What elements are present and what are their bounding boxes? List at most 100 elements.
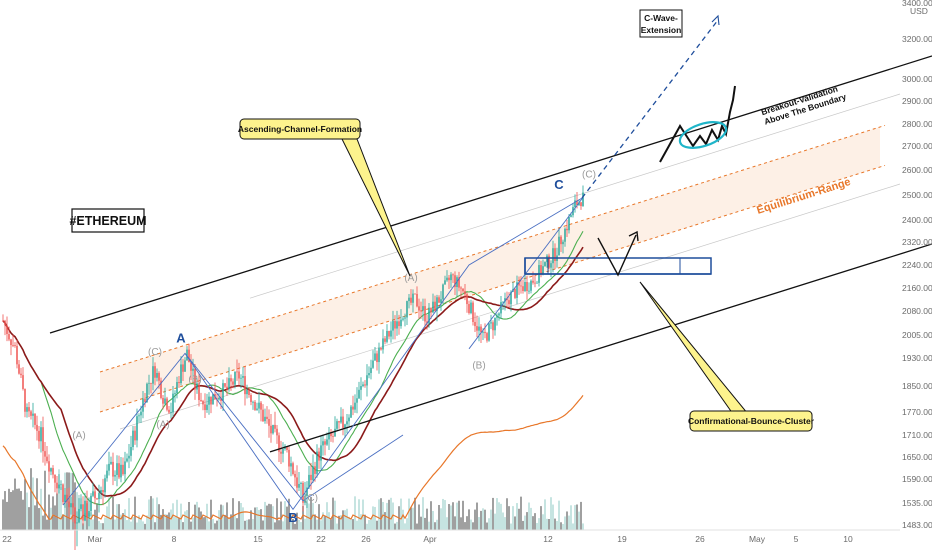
candle-body xyxy=(288,449,290,467)
volume-bar xyxy=(494,513,496,530)
volume-bar xyxy=(554,518,556,530)
candle-body xyxy=(420,310,422,312)
candle-body xyxy=(204,404,206,411)
volume-bar xyxy=(20,491,22,530)
volume-bar xyxy=(222,505,224,530)
ascending-channel-label: Ascending-Channel-Formation xyxy=(238,124,362,134)
volume-bar xyxy=(216,520,218,530)
candle-body xyxy=(228,378,230,390)
volume-bar xyxy=(336,523,338,530)
candle-body xyxy=(86,500,88,517)
volume-bar xyxy=(74,482,76,530)
candle-body xyxy=(224,383,226,387)
volume-bar xyxy=(436,519,438,530)
volume-bar xyxy=(500,503,502,530)
candle-body xyxy=(242,376,244,378)
candle-body xyxy=(102,490,104,493)
volume-bar xyxy=(516,503,518,530)
analysis-overlays xyxy=(49,14,932,511)
volume-bar xyxy=(488,518,490,530)
volume-bar xyxy=(536,523,538,530)
candle-body xyxy=(454,275,456,288)
candle-body xyxy=(226,386,228,390)
candle-body xyxy=(50,468,52,472)
candle-body xyxy=(182,364,184,372)
volume-bar xyxy=(280,501,282,530)
candle-body xyxy=(336,421,338,429)
volume-bar xyxy=(38,508,40,530)
candle-body xyxy=(330,432,332,437)
volume-bar xyxy=(424,517,426,530)
ma-30-line xyxy=(2,246,584,497)
candle-body xyxy=(28,407,30,412)
volume-bar xyxy=(54,505,56,530)
volume-bar xyxy=(292,518,294,530)
candle-body xyxy=(40,427,42,442)
ma-volume-line xyxy=(2,395,584,521)
volume-bar xyxy=(544,499,546,530)
volume-bar xyxy=(316,519,318,530)
volume-bar xyxy=(102,523,104,530)
volume-bar xyxy=(324,515,326,530)
volume-bar xyxy=(564,516,566,530)
volume-bar xyxy=(418,504,420,530)
candle-body xyxy=(540,265,542,275)
abc-wave-path xyxy=(62,197,584,511)
x-tick-label: 22 xyxy=(316,534,326,544)
volume-bar xyxy=(478,517,480,530)
volume-bar xyxy=(348,516,350,530)
candle-body xyxy=(468,304,470,314)
symbol-label-box xyxy=(71,208,145,233)
volume-bar xyxy=(122,513,124,530)
candle-body xyxy=(18,364,20,374)
candle-body xyxy=(150,382,152,384)
candle-body xyxy=(444,280,446,285)
volume-bar xyxy=(260,509,262,530)
candle-body xyxy=(408,297,410,302)
volume-bar xyxy=(318,504,320,530)
candle-body xyxy=(62,484,64,503)
volume-bar xyxy=(162,509,164,530)
volume-bar xyxy=(244,520,246,530)
candle-body xyxy=(114,474,116,477)
confirmational-label: Confirmational-Bounce-Cluster xyxy=(688,416,815,426)
candle-body xyxy=(462,288,464,292)
candle-body xyxy=(290,463,292,467)
volume-bar xyxy=(466,516,468,530)
candle-body xyxy=(352,406,354,410)
candle-body xyxy=(388,330,390,337)
volume-bar xyxy=(112,496,114,530)
volume-bar xyxy=(156,497,158,530)
candle-body xyxy=(194,368,196,390)
candle-body xyxy=(264,416,266,422)
volume-bar xyxy=(200,511,202,530)
volume-bar xyxy=(400,498,402,530)
volume-bar xyxy=(106,506,108,530)
candle-body xyxy=(162,397,164,404)
candlesticks xyxy=(2,185,584,550)
candle-body xyxy=(492,322,494,331)
y-tick-label: 2800.00 xyxy=(902,119,932,129)
volume-bar xyxy=(560,522,562,530)
x-tick-label: 5 xyxy=(794,534,799,544)
volume-bar xyxy=(518,508,520,530)
volume-bar xyxy=(276,498,278,530)
y-tick-label: 1930.00 xyxy=(902,353,932,363)
candle-body xyxy=(152,366,154,384)
candle-body xyxy=(84,500,86,521)
candle-body xyxy=(464,291,466,295)
volume-bar xyxy=(470,519,472,530)
volume-bar xyxy=(566,511,568,530)
candle-body xyxy=(76,522,78,524)
candle-body xyxy=(276,428,278,436)
volume-bar xyxy=(236,518,238,530)
candle-body xyxy=(248,389,250,395)
candle-body xyxy=(72,503,74,508)
candle-body xyxy=(116,463,118,475)
volume-bar xyxy=(232,498,234,530)
candle-body xyxy=(416,293,418,307)
candle-body xyxy=(132,430,134,448)
x-tick-label: 10 xyxy=(843,534,853,544)
candle-body xyxy=(528,290,530,292)
volume-bar xyxy=(376,520,378,530)
